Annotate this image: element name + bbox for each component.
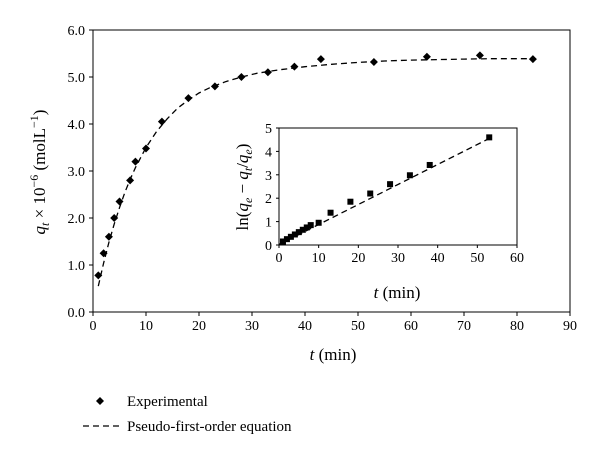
main-data-point: [316, 55, 325, 64]
legend-marker-experimental: [96, 397, 104, 405]
inset-y-tick-label: 3: [265, 169, 272, 184]
main-x-tick-label: 80: [510, 319, 524, 334]
inset-x-tick-label: 50: [470, 251, 484, 266]
inset-y-tick-label: 1: [265, 216, 272, 231]
inset-data-point: [279, 238, 286, 245]
main-data-point: [184, 94, 193, 103]
inset-y-axis-label: ln(qe − qt/qe): [233, 144, 255, 231]
inset-data-point: [291, 231, 298, 238]
main-data-point: [290, 62, 299, 71]
main-plot: 0 10 20 30 40 50 60 70 80 90 0.01.02.03.04.05.06.…: [27, 24, 577, 364]
inset-data-point: [299, 226, 306, 233]
inset-y-ticks: 0 1 2 3 4 5: [265, 122, 279, 254]
main-data-point: [131, 157, 140, 166]
main-x-tick-label: 30: [245, 319, 259, 334]
main-data-point: [94, 271, 103, 280]
main-y-tick-label: 5.0: [68, 71, 86, 86]
inset-data-point: [327, 209, 334, 216]
main-data-point: [110, 214, 119, 222]
main-data-point: [237, 73, 246, 81]
main-data-point: [528, 55, 537, 64]
inset-x-ticks: 0 10 20 30 40 50 60: [276, 245, 524, 266]
main-y-tick-label: 6.0: [68, 24, 86, 39]
main-experimental-points: [94, 51, 537, 280]
inset-data-point: [387, 181, 394, 188]
main-data-point: [126, 176, 135, 185]
main-data-point: [422, 52, 431, 61]
main-data-point: [104, 232, 113, 241]
legend: Experimental Pseudo-first-order equation: [83, 394, 292, 435]
main-x-axis-label: t (min): [310, 345, 357, 364]
inset-data-point: [283, 236, 290, 243]
inset-data-point: [406, 172, 413, 179]
main-data-point: [142, 144, 150, 153]
main-y-tick-label: 2.0: [68, 212, 86, 227]
inset-data-point: [315, 219, 322, 226]
main-data-point: [369, 57, 378, 66]
main-data-point: [263, 68, 272, 77]
main-data-point: [210, 82, 219, 91]
main-x-tick-label: 90: [563, 319, 577, 334]
main-x-tick-label: 10: [139, 319, 153, 334]
main-y-tick-label: 4.0: [68, 118, 86, 133]
main-y-axis-label: qt × 10−6 (molL−1): [27, 110, 52, 235]
main-x-tick-label: 70: [457, 319, 471, 334]
main-data-point: [99, 249, 108, 258]
main-x-tick-label: 40: [298, 319, 312, 334]
inset-x-tick-label: 30: [391, 251, 405, 266]
inset-x-tick-label: 0: [276, 251, 283, 266]
inset-data-point: [486, 134, 493, 141]
main-x-tick-label: 60: [404, 319, 418, 334]
inset-data-point: [287, 233, 294, 240]
inset-data-point: [367, 190, 374, 197]
main-x-ticks: 0 10 20 30 40 50 60 70 80 90: [90, 312, 577, 334]
inset-data-point: [303, 224, 310, 231]
inset-data-points: [279, 134, 493, 245]
inset-x-tick-label: 10: [312, 251, 326, 266]
legend-label-experimental: Experimental: [127, 394, 208, 410]
inset-x-axis-label: t (min): [374, 283, 421, 302]
main-data-point: [475, 51, 484, 60]
inset-y-tick-label: 5: [265, 122, 272, 137]
inset-y-tick-label: 4: [265, 145, 272, 160]
inset-x-tick-label: 20: [351, 251, 365, 266]
main-fit-line: [97, 58, 533, 287]
inset-y-tick-label: 2: [265, 192, 272, 207]
inset-data-point: [295, 229, 302, 236]
inset-data-point: [426, 161, 433, 168]
legend-label-fit-line: Pseudo-first-order equation: [127, 419, 292, 435]
inset-data-point: [347, 198, 354, 205]
inset-y-tick-label: 0: [265, 239, 272, 254]
inset-plot: 0 10 20 30 40 50 60 0 1 2 3 4 5 t (min) ln(qe − qt/…: [233, 122, 524, 302]
main-data-point: [115, 197, 124, 206]
main-data-point: [157, 117, 166, 126]
main-x-tick-label: 0: [90, 319, 97, 334]
inset-x-tick-label: 40: [431, 251, 445, 266]
inset-data-point: [307, 222, 314, 229]
main-y-ticks: 0.0 1.0 2.0 3.0 4.0 5.0 6.0: [68, 24, 93, 321]
main-y-tick-label: 3.0: [68, 165, 86, 180]
main-x-tick-label: 50: [351, 319, 365, 334]
main-y-tick-label: 1.0: [68, 259, 86, 274]
main-y-tick-label: 0.0: [68, 306, 86, 321]
main-x-tick-label: 20: [192, 319, 206, 334]
inset-x-tick-label: 60: [510, 251, 524, 266]
inset-plot-frame: [278, 127, 518, 246]
